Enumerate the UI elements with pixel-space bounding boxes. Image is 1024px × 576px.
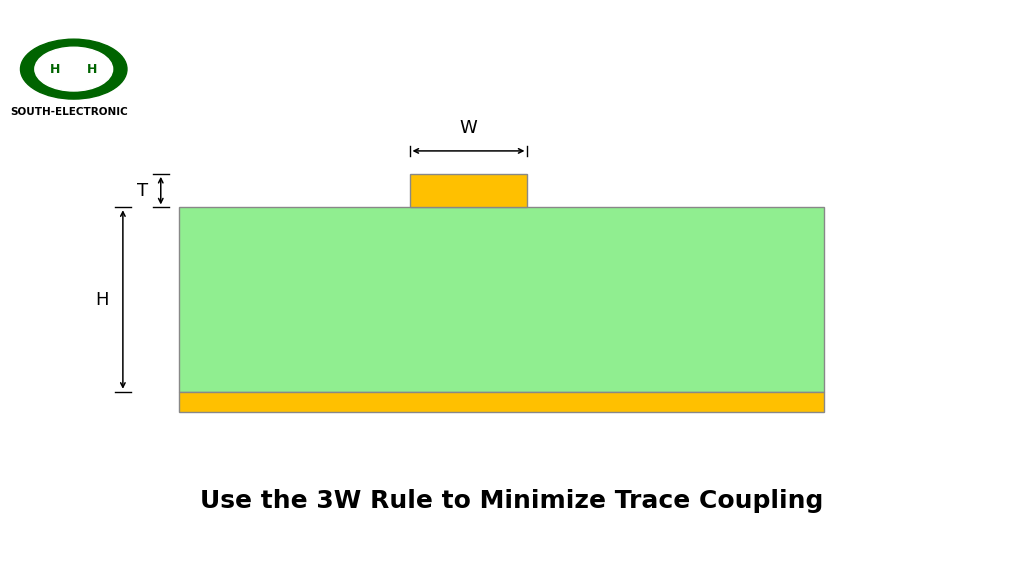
Bar bbox=[179, 207, 824, 392]
Text: H: H bbox=[87, 63, 97, 75]
Circle shape bbox=[35, 47, 113, 91]
Text: H: H bbox=[50, 63, 60, 75]
Bar bbox=[179, 392, 824, 412]
Circle shape bbox=[20, 39, 127, 99]
Bar bbox=[410, 174, 527, 207]
Text: SOUTH-ELECTRONIC: SOUTH-ELECTRONIC bbox=[10, 107, 128, 116]
Text: H: H bbox=[95, 290, 110, 309]
Text: T: T bbox=[137, 181, 147, 200]
Text: Use the 3W Rule to Minimize Trace Coupling: Use the 3W Rule to Minimize Trace Coupli… bbox=[201, 489, 823, 513]
Text: W: W bbox=[460, 119, 477, 137]
